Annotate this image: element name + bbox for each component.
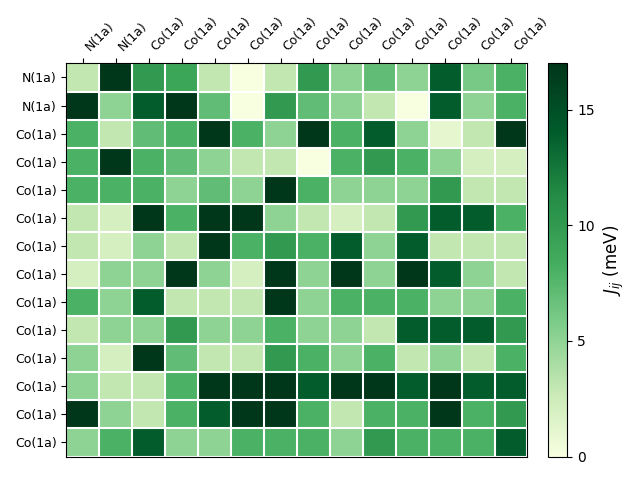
Y-axis label: $J_{ij}$ (meV): $J_{ij}$ (meV) <box>602 224 626 296</box>
